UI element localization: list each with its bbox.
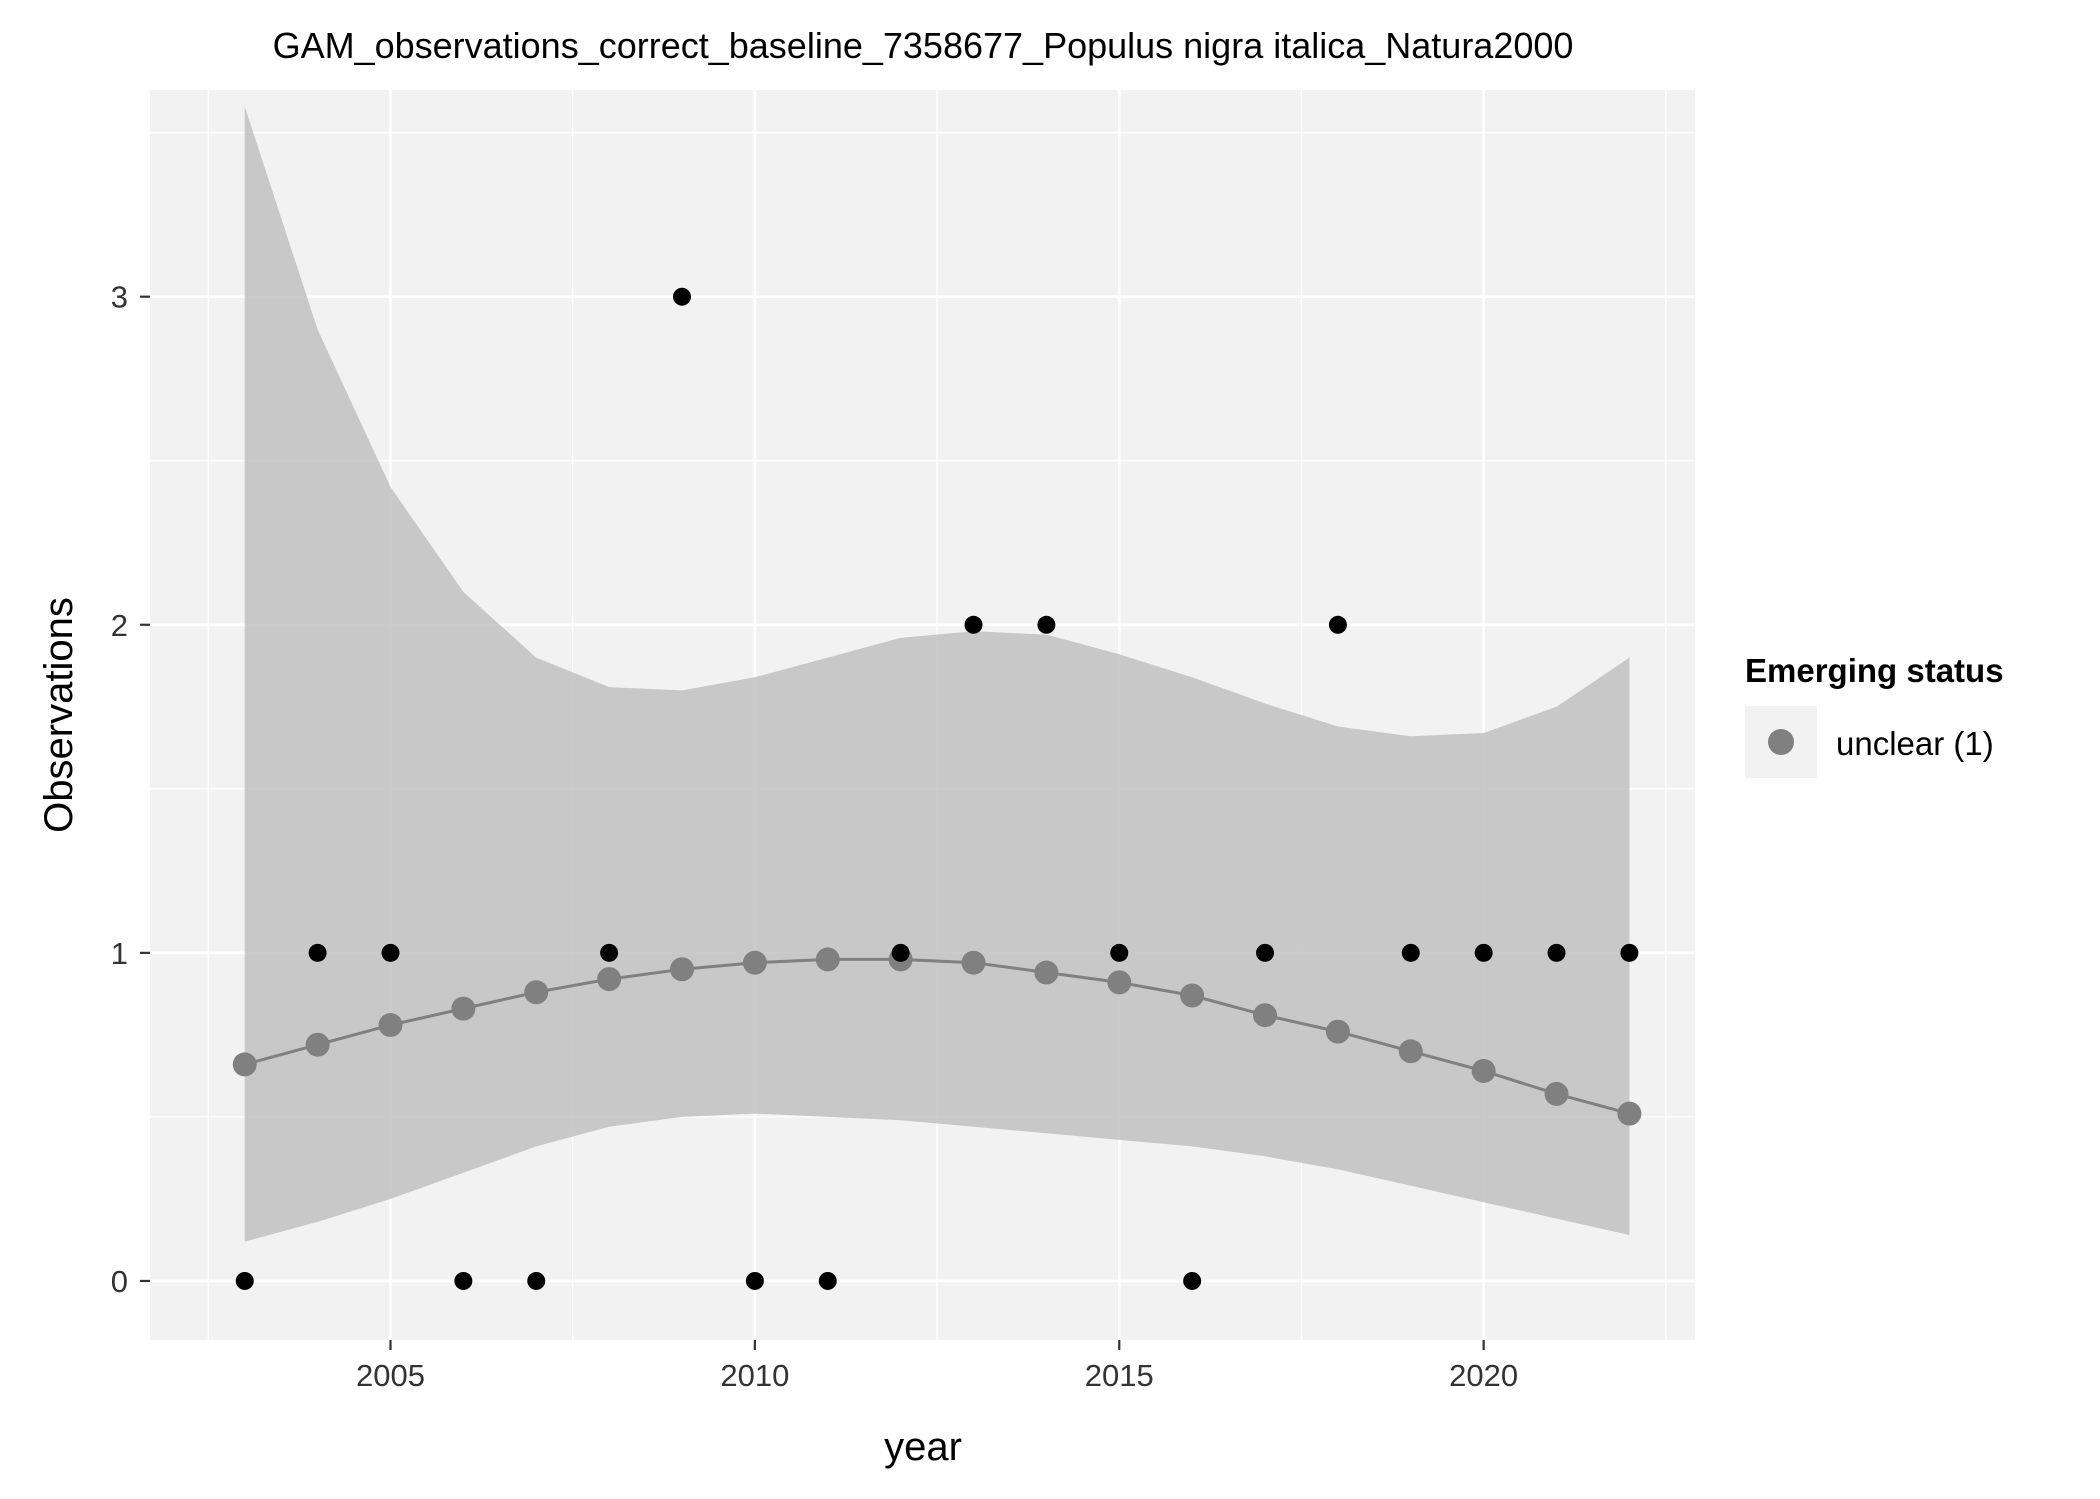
observed-point bbox=[745, 1271, 764, 1290]
fit-point bbox=[1398, 1039, 1423, 1064]
y-tick-label: 1 bbox=[111, 936, 128, 971]
chart-title: GAM_observations_correct_baseline_735867… bbox=[273, 25, 1574, 66]
legend: Emerging status unclear (1) bbox=[1745, 652, 2004, 778]
y-tick-label: 0 bbox=[111, 1264, 128, 1299]
observed-point bbox=[1037, 615, 1056, 634]
confidence-band-layer bbox=[244, 106, 1630, 1242]
fit-point bbox=[1180, 983, 1205, 1008]
observed-point bbox=[600, 943, 619, 962]
x-tick-label: 2010 bbox=[720, 1358, 789, 1393]
y-tick-label: 3 bbox=[111, 280, 128, 315]
legend-title: Emerging status bbox=[1745, 652, 2004, 689]
observed-point bbox=[1620, 943, 1639, 962]
legend-key-point bbox=[1768, 729, 1794, 755]
fit-point bbox=[1325, 1019, 1350, 1044]
observed-point bbox=[1401, 943, 1420, 962]
fit-point bbox=[1471, 1058, 1496, 1083]
observed-point bbox=[381, 943, 400, 962]
observed-point bbox=[891, 943, 910, 962]
observed-point bbox=[818, 1271, 837, 1290]
fit-point bbox=[597, 967, 622, 992]
fit-point bbox=[742, 950, 767, 975]
legend-entry-unclear: unclear (1) bbox=[1836, 725, 1994, 762]
x-tick-label: 2005 bbox=[356, 1358, 425, 1393]
observed-point bbox=[964, 615, 983, 634]
fit-point bbox=[305, 1032, 330, 1057]
observed-point bbox=[308, 943, 327, 962]
y-axis-title: Observations bbox=[37, 597, 81, 833]
fit-point bbox=[1253, 1003, 1278, 1028]
fit-point bbox=[232, 1052, 257, 1077]
fit-point bbox=[524, 980, 549, 1005]
x-tick-label: 2020 bbox=[1449, 1358, 1518, 1393]
observed-point bbox=[1183, 1271, 1202, 1290]
observed-point bbox=[454, 1271, 473, 1290]
observed-point bbox=[1328, 615, 1347, 634]
x-tick-label: 2015 bbox=[1085, 1358, 1154, 1393]
fit-point bbox=[815, 947, 840, 972]
fit-line bbox=[244, 957, 1630, 1116]
observed-point bbox=[1256, 943, 1275, 962]
observed-point bbox=[1474, 943, 1493, 962]
observed-point bbox=[235, 1271, 254, 1290]
confidence-band bbox=[244, 106, 1630, 1242]
x-axis-title: year bbox=[884, 1425, 962, 1469]
fit-point bbox=[1544, 1081, 1569, 1106]
fit-point bbox=[1107, 970, 1132, 995]
observed-point bbox=[1110, 943, 1129, 962]
observed-points-layer bbox=[235, 287, 1639, 1290]
observed-point bbox=[527, 1271, 546, 1290]
fit-point bbox=[961, 950, 986, 975]
observed-point bbox=[673, 287, 692, 306]
fit-point bbox=[1617, 1101, 1642, 1126]
observed-point bbox=[1547, 943, 1566, 962]
fit-point bbox=[378, 1013, 403, 1038]
fit-point bbox=[451, 996, 476, 1021]
y-tick-label: 2 bbox=[111, 608, 128, 643]
axes: 2005 2010 2015 2020 0 1 2 3 bbox=[111, 280, 1518, 1393]
fit-point bbox=[670, 957, 695, 982]
fit-point bbox=[1034, 960, 1059, 985]
